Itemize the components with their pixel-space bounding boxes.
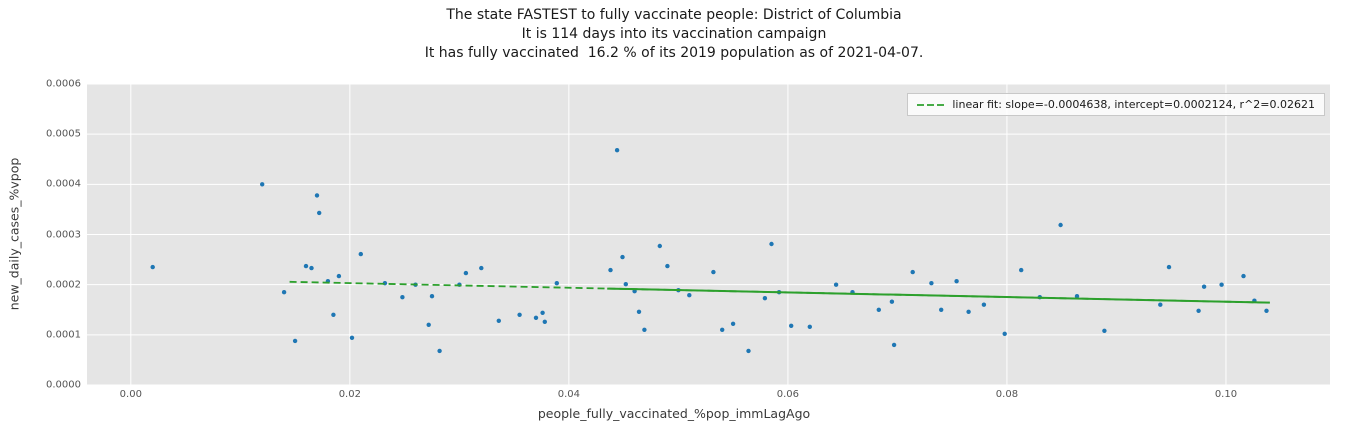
chart-title: The state FASTEST to fully vaccinate peo… (0, 6, 1348, 63)
legend: linear fit: slope=-0.0004638, intercept=… (907, 93, 1325, 116)
scatter-point (966, 309, 971, 314)
scatter-point (533, 315, 539, 320)
scatter-point (711, 269, 716, 275)
scatter-point (400, 295, 405, 300)
scatter-point (665, 263, 670, 269)
scatter-point (876, 307, 881, 312)
scatter-point (891, 342, 897, 348)
legend-label: linear fit: slope=-0.0004638, intercept=… (952, 98, 1315, 111)
scatter-point (762, 296, 768, 301)
chart-title-line-1: The state FASTEST to fully vaccinate peo… (446, 7, 902, 23)
scatter-point (642, 327, 647, 332)
scatter-point (554, 281, 559, 286)
scatter-point (789, 323, 794, 328)
y-tick-label: 0.0006 (46, 78, 81, 90)
scatter-point (1196, 308, 1201, 313)
scatter-point (939, 307, 944, 312)
y-axis-label: new_daily_cases_%vpop (6, 157, 22, 311)
scatter-point (889, 299, 895, 304)
scatter-point (303, 263, 309, 269)
scatter-point (769, 241, 774, 247)
scatter-point (260, 182, 265, 187)
scatter-point (314, 193, 320, 198)
y-tick-label: 0.0000 (46, 379, 81, 391)
scatter-point (746, 348, 751, 354)
x-tick-label: 0.02 (338, 389, 361, 400)
legend-line-sample (917, 103, 945, 106)
scatter-point (807, 324, 812, 329)
scatter-point (1019, 267, 1024, 273)
scatter-point (540, 310, 545, 315)
scatter-point (429, 294, 435, 299)
scatter-point (463, 270, 469, 276)
scatter-point (929, 281, 934, 286)
scatter-point (954, 279, 959, 284)
x-tick-label: 0.00 (119, 389, 142, 400)
scatter-point (517, 312, 522, 317)
scatter-point (657, 243, 662, 249)
scatter-point (1102, 328, 1107, 333)
scatter-point (1002, 331, 1007, 336)
scatter-point (281, 290, 287, 295)
scatter-point (833, 282, 839, 287)
scatter-point (309, 265, 314, 271)
scatter-point (687, 293, 692, 298)
scatter-point (1058, 222, 1063, 228)
y-tick-label: 0.0003 (46, 229, 81, 240)
x-tick-label: 0.04 (557, 389, 580, 400)
scatter-point (292, 338, 298, 344)
scatter-point (910, 269, 915, 275)
scatter-point (623, 282, 628, 287)
y-tick-label: 0.0005 (46, 128, 81, 140)
y-tick-label: 0.0001 (46, 329, 81, 341)
scatter-point (1264, 308, 1269, 313)
scatter-point (349, 335, 355, 340)
scatter-point (720, 327, 725, 332)
scatter-point (1201, 284, 1207, 289)
scatter-point (1166, 264, 1172, 270)
scatter-point (336, 273, 342, 279)
scatter-point (1158, 302, 1163, 307)
scatter-point (620, 254, 625, 260)
scatter-point (542, 319, 547, 324)
scatter-point (1219, 282, 1224, 287)
scatter-point (614, 148, 620, 153)
chart-title-line-2: It is 114 days into its vaccination camp… (521, 26, 827, 42)
scatter-point (636, 309, 642, 314)
scatter-point (1074, 294, 1080, 299)
scatter-point (608, 267, 613, 273)
scatter-point (150, 264, 155, 270)
y-tick-label: 0.0004 (46, 178, 81, 190)
x-axis-label: people_fully_vaccinated_%pop_immLagAgo (537, 406, 811, 421)
x-tick-label: 0.08 (995, 389, 1019, 400)
scatter-point (981, 302, 987, 307)
fit-line-solid (607, 287, 1270, 304)
scatter-point (479, 265, 484, 271)
scatter-point (426, 322, 431, 327)
scatter-point (730, 321, 736, 326)
scatter-point (317, 210, 322, 216)
scatter-point (496, 318, 501, 323)
x-tick-label: 0.06 (776, 389, 800, 400)
x-tick-label: 0.10 (1214, 389, 1238, 400)
scatter-point (331, 312, 336, 317)
scatter-point (358, 251, 363, 257)
scatter-point (437, 348, 442, 354)
chart-title-line-3: It has fully vaccinated 16.2 % of its 20… (424, 45, 924, 61)
scatter-point (1241, 273, 1246, 279)
y-tick-label: 0.0002 (46, 279, 81, 291)
